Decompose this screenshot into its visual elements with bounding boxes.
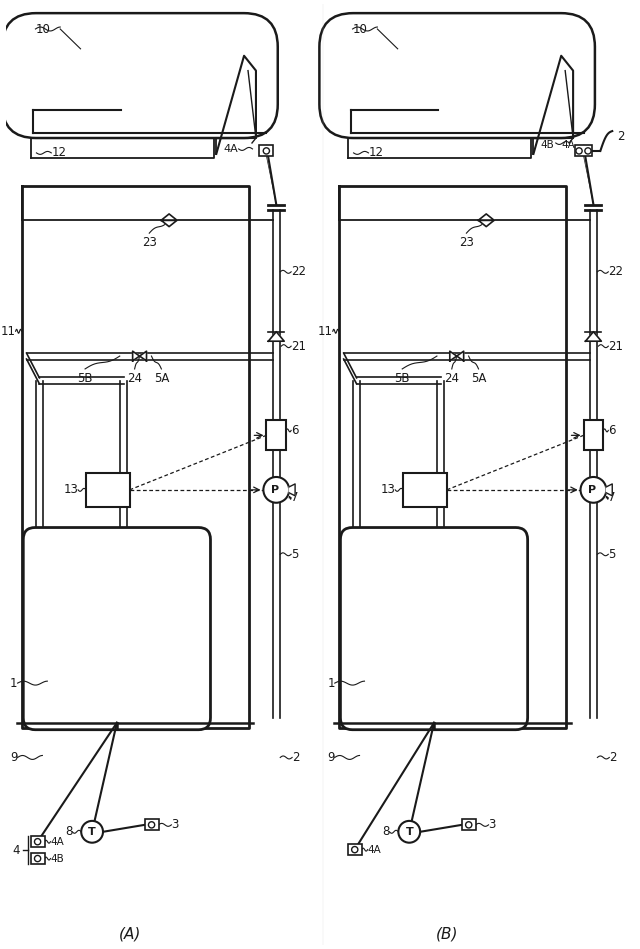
Text: (A): (A)	[119, 926, 141, 941]
Text: 4: 4	[12, 844, 20, 857]
Text: 23: 23	[459, 236, 474, 250]
Text: 5B: 5B	[77, 372, 93, 385]
Bar	[145, 819, 159, 830]
Text: 12: 12	[369, 146, 383, 159]
Text: 8: 8	[65, 826, 72, 838]
Text: 24: 24	[127, 372, 142, 385]
Text: 21: 21	[608, 340, 623, 353]
Bar	[266, 420, 286, 450]
Text: 21: 21	[291, 340, 306, 353]
Bar	[462, 819, 476, 830]
FancyBboxPatch shape	[23, 528, 211, 730]
Text: T: T	[405, 827, 413, 837]
Text: 22: 22	[291, 266, 306, 278]
Polygon shape	[161, 214, 177, 220]
Polygon shape	[289, 484, 295, 495]
Bar	[575, 145, 593, 157]
Text: 22: 22	[608, 266, 623, 278]
Text: (B): (B)	[436, 926, 458, 941]
Text: 4B: 4B	[51, 853, 64, 864]
Circle shape	[398, 821, 420, 843]
Text: 2: 2	[609, 751, 617, 764]
Text: 4B: 4B	[540, 140, 554, 150]
Text: 7: 7	[291, 492, 299, 504]
Text: 13: 13	[63, 483, 78, 496]
Bar	[403, 473, 447, 507]
Text: 6: 6	[291, 424, 299, 437]
Text: P: P	[271, 485, 279, 494]
Polygon shape	[586, 332, 602, 342]
Polygon shape	[478, 220, 494, 227]
Text: 5: 5	[291, 548, 298, 561]
FancyBboxPatch shape	[2, 13, 278, 138]
Text: 24: 24	[444, 372, 460, 385]
Polygon shape	[161, 220, 177, 227]
Text: 4A: 4A	[367, 845, 381, 855]
Text: 13: 13	[380, 483, 396, 496]
Text: 23: 23	[142, 236, 157, 250]
Text: 3: 3	[172, 818, 179, 831]
Text: 5A: 5A	[154, 372, 169, 385]
Polygon shape	[478, 214, 494, 220]
Text: 2: 2	[292, 751, 300, 764]
Text: 11: 11	[1, 325, 15, 338]
Polygon shape	[457, 351, 463, 361]
Text: 10: 10	[353, 23, 367, 35]
Text: 1: 1	[327, 677, 335, 690]
Text: 9: 9	[327, 751, 335, 764]
Bar	[86, 473, 130, 507]
Circle shape	[264, 477, 289, 503]
Text: 7: 7	[608, 492, 616, 504]
Polygon shape	[140, 351, 147, 361]
Text: 6: 6	[608, 424, 616, 437]
Text: 5A: 5A	[471, 372, 486, 385]
Bar	[31, 853, 45, 864]
Bar	[348, 845, 362, 855]
Text: 2: 2	[617, 130, 625, 142]
Bar	[31, 836, 45, 847]
Polygon shape	[450, 351, 457, 361]
Circle shape	[580, 477, 606, 503]
Text: T: T	[88, 827, 96, 837]
Text: 1: 1	[10, 677, 17, 690]
Text: 4A: 4A	[562, 140, 575, 150]
Text: 11: 11	[318, 325, 333, 338]
Text: 5: 5	[608, 548, 616, 561]
Bar	[259, 145, 273, 157]
FancyBboxPatch shape	[319, 13, 595, 138]
Text: 3: 3	[488, 818, 496, 831]
Text: 5B: 5B	[394, 372, 410, 385]
Text: P: P	[588, 485, 596, 494]
Text: 4A: 4A	[51, 837, 64, 847]
Circle shape	[81, 821, 103, 843]
Polygon shape	[132, 351, 140, 361]
Text: 4A: 4A	[224, 144, 239, 154]
Text: 8: 8	[382, 826, 389, 838]
FancyBboxPatch shape	[340, 528, 527, 730]
Text: 10: 10	[35, 23, 51, 35]
Polygon shape	[606, 484, 612, 495]
Text: 9: 9	[10, 751, 17, 764]
Bar	[584, 420, 604, 450]
Polygon shape	[268, 332, 284, 342]
Text: 12: 12	[51, 146, 67, 159]
